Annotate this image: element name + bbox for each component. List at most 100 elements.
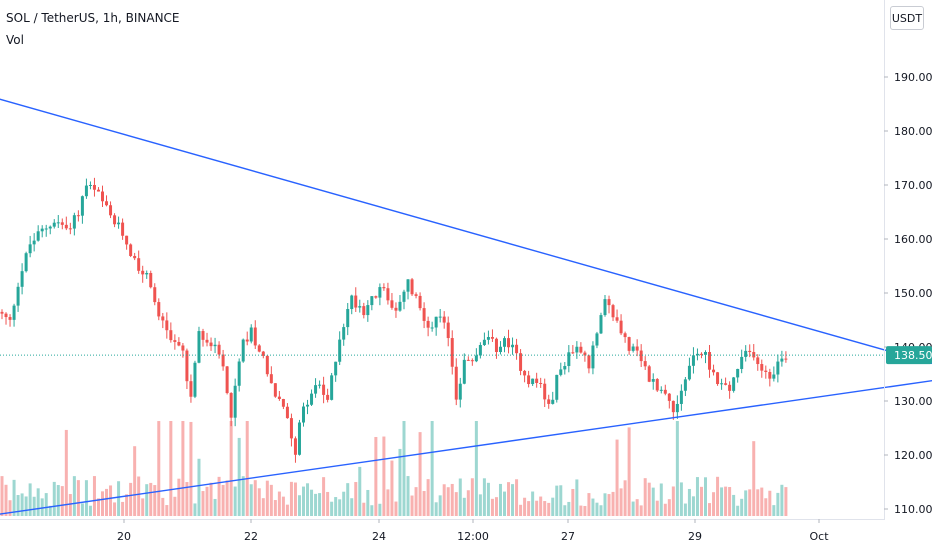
- volume-bar: [478, 494, 482, 516]
- volume-bar: [306, 483, 310, 516]
- volume-bar: [748, 489, 752, 516]
- volume-bar: [141, 498, 145, 516]
- candle-body: [507, 338, 511, 348]
- volume-bar: [334, 497, 338, 516]
- volume-bar: [277, 491, 281, 516]
- volume-bar: [257, 488, 261, 516]
- volume-bar: [631, 501, 635, 516]
- volume-bar: [683, 503, 687, 516]
- candle-body: [724, 383, 728, 385]
- volume-bar: [145, 484, 149, 516]
- candle-body: [56, 222, 60, 224]
- volume-bar: [241, 476, 245, 516]
- volume-bar: [756, 489, 760, 516]
- volume-bar: [0, 476, 4, 516]
- candle-body: [663, 389, 667, 394]
- volume-bar: [639, 505, 643, 516]
- volume-bar: [651, 487, 655, 516]
- volume-indicator-label[interactable]: Vol: [6, 33, 24, 47]
- volume-bar: [784, 487, 788, 516]
- volume-bar: [687, 488, 691, 516]
- candle-body: [607, 299, 611, 306]
- candle-body: [96, 189, 100, 192]
- candle-body: [699, 353, 703, 355]
- candle-body: [555, 374, 559, 400]
- volume-bar: [466, 490, 470, 516]
- y-tick-label: 120.00: [894, 449, 932, 462]
- candle-body: [109, 205, 113, 216]
- volume-bar: [84, 480, 88, 516]
- volume-bar: [603, 493, 607, 516]
- y-tick-label: 170.00: [894, 179, 932, 192]
- volume-bar: [350, 498, 354, 516]
- volume-bar: [185, 482, 189, 516]
- currency-button[interactable]: USDT: [890, 6, 924, 30]
- volume-bar: [599, 505, 603, 516]
- y-tick-label: 160.00: [894, 233, 932, 246]
- candle-body: [358, 306, 362, 308]
- candle-body: [551, 399, 555, 404]
- x-tick-label: 24: [372, 530, 386, 543]
- volume-bar: [587, 493, 591, 516]
- candle-body: [659, 389, 663, 391]
- candle-body: [736, 368, 740, 378]
- candle-body: [149, 273, 153, 288]
- candle-body: [511, 344, 515, 348]
- candle-body: [430, 327, 434, 329]
- candle-body: [619, 320, 623, 334]
- volume-bar: [704, 477, 707, 516]
- volume-bar: [173, 496, 177, 516]
- volume-bar: [695, 477, 699, 516]
- candle-body: [133, 255, 137, 259]
- candle-body: [293, 438, 297, 455]
- candle-body: [519, 353, 523, 371]
- volume-bar: [539, 496, 543, 516]
- candle-body: [265, 355, 269, 375]
- candle-body: [137, 258, 141, 271]
- candle-body: [442, 316, 446, 323]
- volume-bar: [269, 484, 273, 516]
- candle-body: [366, 305, 370, 316]
- volume-bar: [109, 485, 113, 516]
- volume-bar: [507, 482, 511, 516]
- candle-body: [772, 374, 776, 379]
- candle-body: [217, 344, 221, 355]
- candle-body: [611, 305, 615, 318]
- candle-body: [498, 346, 502, 353]
- volume-bar: [101, 491, 104, 516]
- candle-body: [623, 333, 627, 338]
- volume-bar: [16, 495, 20, 516]
- candle-body: [438, 316, 442, 318]
- candle-body: [704, 351, 707, 355]
- candle-body: [334, 361, 338, 376]
- candle-body: [760, 364, 764, 371]
- candle-body: [756, 357, 760, 365]
- volume-bar: [406, 476, 410, 516]
- volume-bar: [543, 501, 547, 516]
- volume-bar: [40, 498, 44, 516]
- volume-bar: [113, 502, 117, 516]
- candle-body: [249, 327, 253, 342]
- candle-body: [233, 385, 237, 418]
- symbol-title[interactable]: SOL / TetherUS, 1h, BINANCE: [6, 11, 180, 25]
- volume-bar: [24, 496, 28, 516]
- y-tick-label: 110.00: [894, 503, 932, 516]
- candle-body: [36, 231, 40, 241]
- volume-bar: [88, 505, 92, 516]
- candle-body: [32, 240, 36, 245]
- volume-bar: [547, 502, 551, 516]
- candle-body: [695, 353, 699, 356]
- ascending-trendline: [0, 379, 932, 515]
- volume-bar: [434, 502, 438, 516]
- volume-bar: [422, 491, 426, 516]
- volume-bar: [64, 429, 68, 516]
- volume-bar: [137, 476, 141, 516]
- volume-bar: [732, 494, 736, 516]
- candle-body: [535, 378, 539, 383]
- x-tick-label: 29: [688, 530, 702, 543]
- volume-bar: [474, 421, 478, 516]
- time-axis: 20 22 24 12:00 27 29 Oct: [0, 519, 884, 543]
- candle-body: [531, 378, 535, 385]
- candle-body: [386, 288, 390, 301]
